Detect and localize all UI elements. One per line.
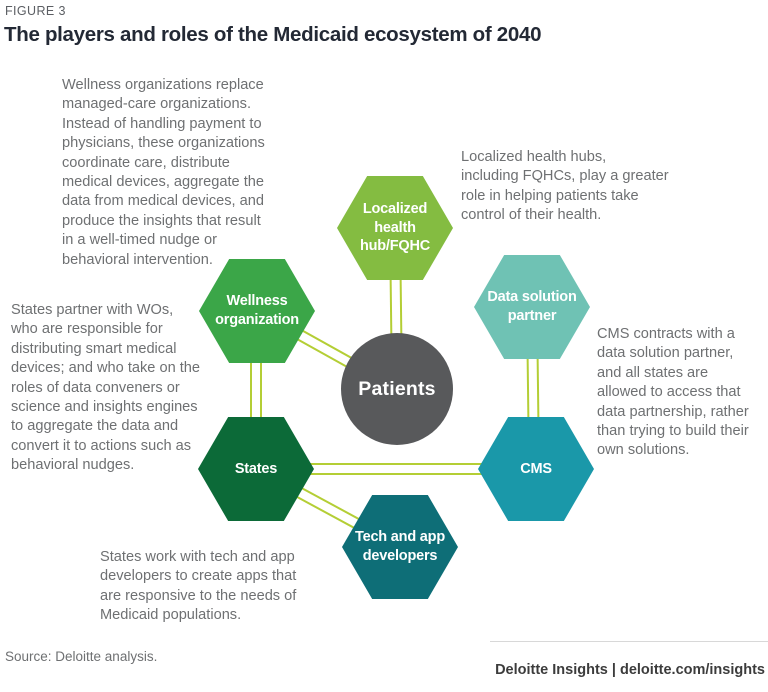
source-note: Source: Deloitte analysis. (5, 649, 158, 664)
hexagon-label: Localized health hub/FQHC (359, 201, 431, 255)
hexagon-label: States (234, 460, 278, 477)
annotation-localized-health-hubs: Localized health hubs, including FQHCs, … (461, 149, 669, 224)
figure-label: FIGURE 3 (5, 4, 66, 18)
annotation-states-partner: States partner with WOs, who are respons… (11, 302, 201, 474)
hexagon-localized-health-hub: Localized health hub/FQHC (337, 176, 453, 280)
hexagon-label: Wellness organization (215, 293, 299, 328)
hexagon-data-solution-partner: Data solution partner (474, 255, 590, 359)
patients-circle: Patients (341, 333, 453, 445)
connector-states-cms (256, 463, 536, 475)
annotation-wellness-organizations: Wellness organizations replace managed-c… (62, 77, 265, 268)
hexagon-tech-and-app-developers: Tech and app developers (342, 495, 458, 599)
page-title: The players and roles of the Medicaid ec… (4, 23, 542, 46)
hexagon-cms: CMS (478, 417, 594, 521)
patients-label: Patients (358, 377, 436, 400)
hexagon-states: States (198, 417, 314, 521)
annotation-tech-developers: States work with tech and app developers… (100, 549, 297, 624)
footer-divider (490, 641, 768, 642)
footer-branding: Deloitte Insights | deloitte.com/insight… (495, 662, 765, 678)
hexagon-label: Tech and app developers (355, 529, 445, 564)
hexagon-wellness-organization: Wellness organization (199, 259, 315, 363)
hexagon-label: Data solution partner (487, 289, 577, 324)
hexagon-label: CMS (520, 460, 552, 477)
annotation-cms-contracts: CMS contracts with a data solution partn… (597, 326, 749, 459)
